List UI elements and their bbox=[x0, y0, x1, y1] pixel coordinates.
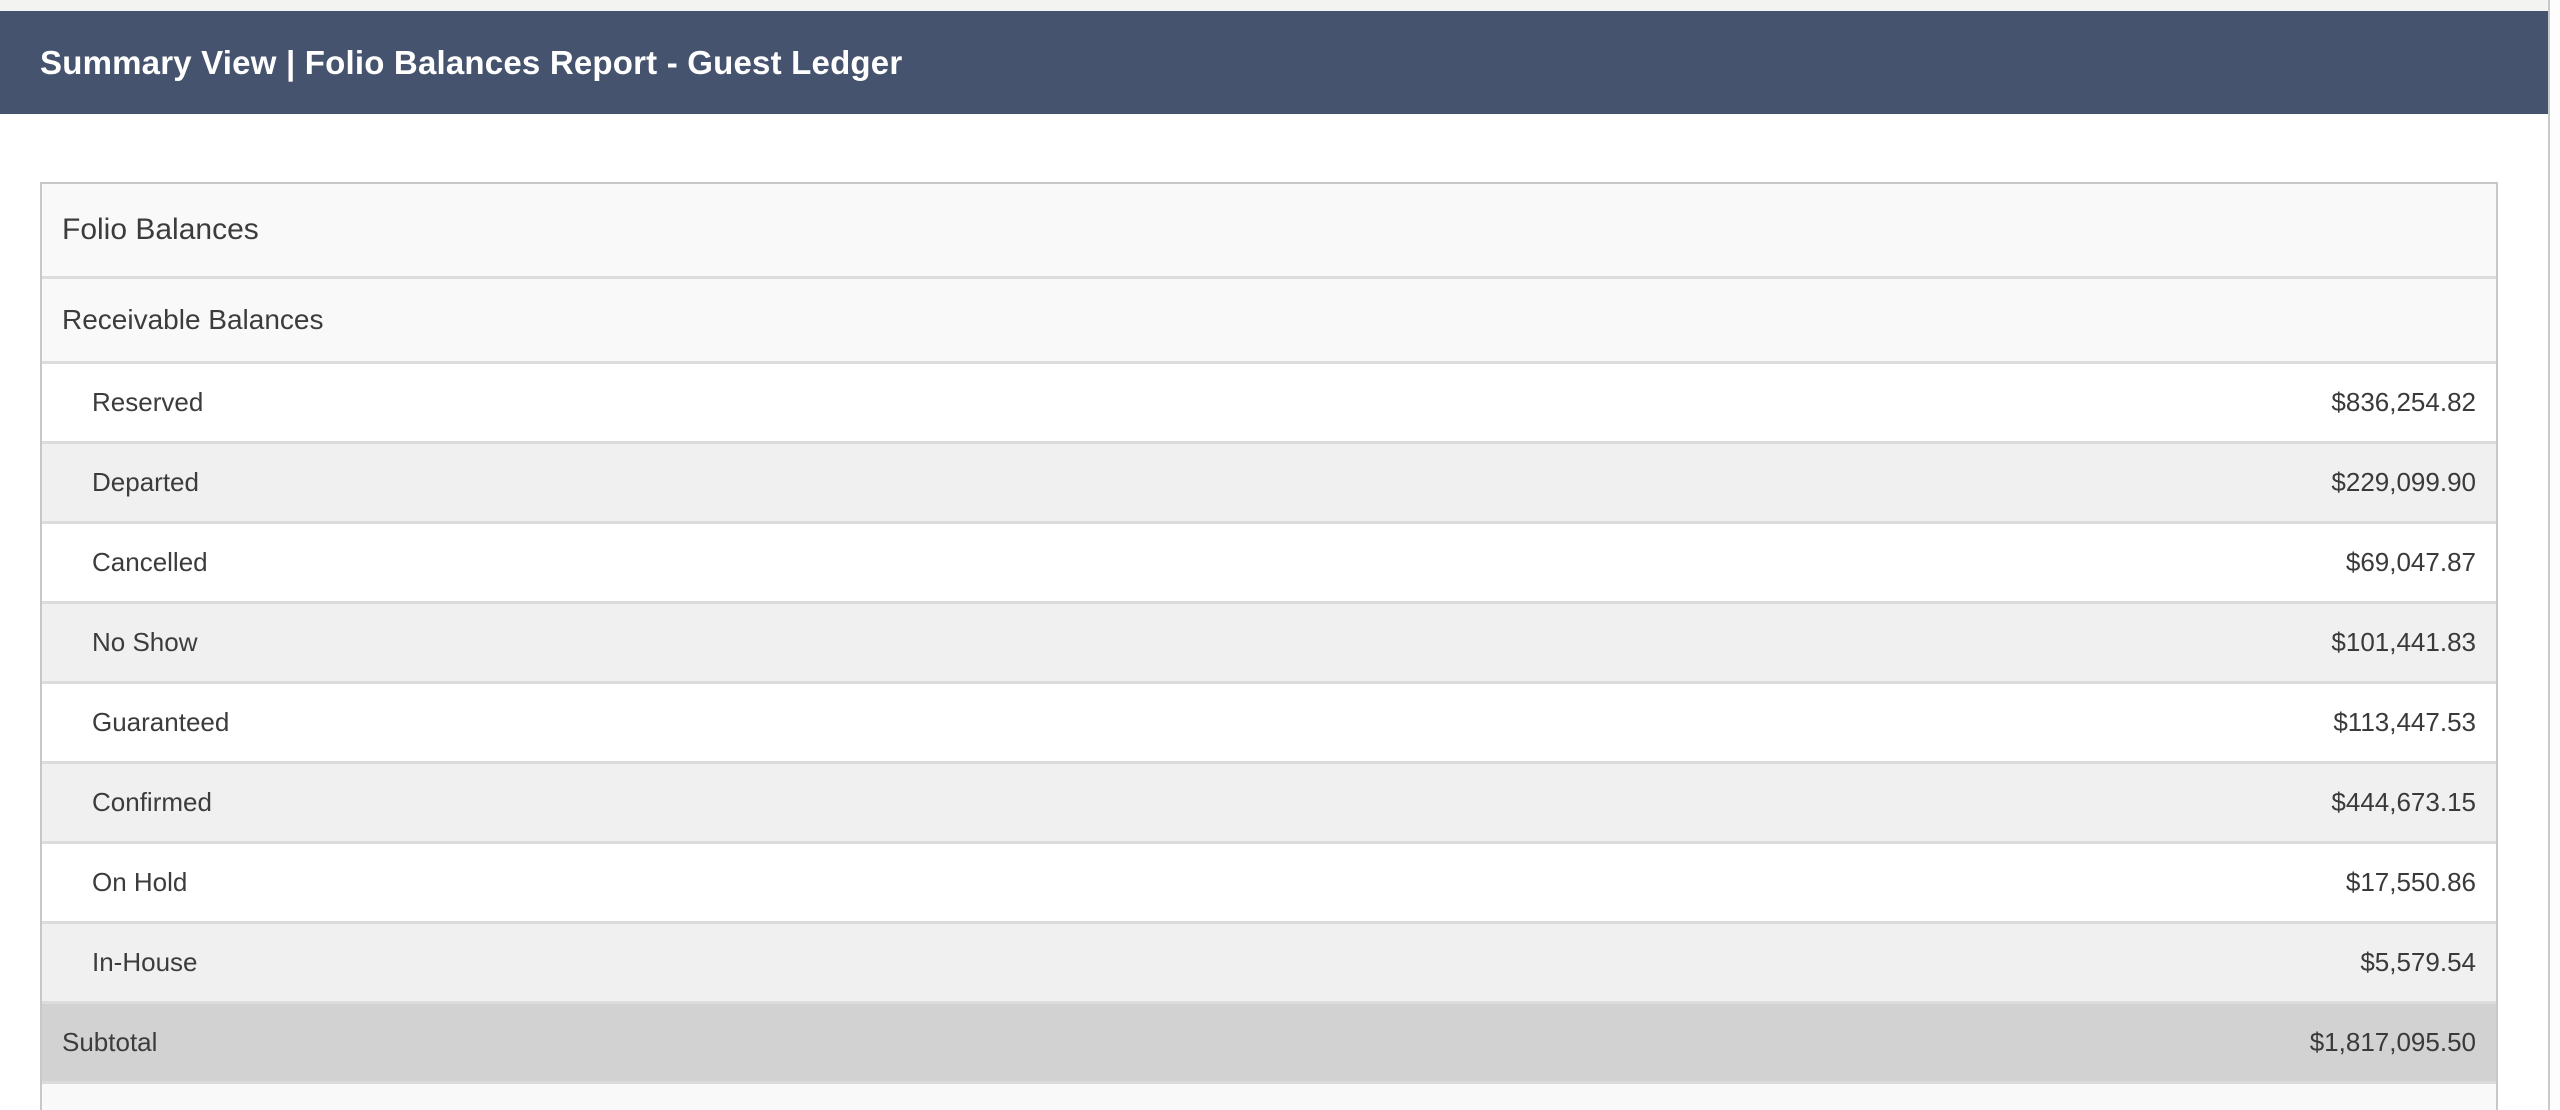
subtotal-row: Subtotal $1,817,095.50 bbox=[42, 1004, 2496, 1084]
row-label: No Show bbox=[92, 627, 198, 657]
group-header-receivable-balances: Receivable Balances bbox=[42, 279, 2496, 364]
folio-balances-panel: Folio Balances Receivable Balances Reser… bbox=[40, 182, 2498, 1110]
table-row-departed: Departed $229,099.90 bbox=[42, 444, 2496, 524]
table-row-cancelled: Cancelled $69,047.87 bbox=[42, 524, 2496, 604]
table-row-in-house: In-House $5,579.54 bbox=[42, 924, 2496, 1004]
report-title-bar: Summary View | Folio Balances Report - G… bbox=[0, 11, 2548, 114]
subtotal-value: $1,817,095.50 bbox=[2309, 1027, 2476, 1057]
table-row-no-show: No Show $101,441.83 bbox=[42, 604, 2496, 684]
scrollbar-track[interactable] bbox=[2548, 0, 2560, 1110]
subtotal-label: Subtotal bbox=[62, 1027, 158, 1057]
row-label: In-House bbox=[92, 947, 198, 977]
row-value: $113,447.53 bbox=[2333, 707, 2476, 737]
row-label: Reserved bbox=[92, 387, 204, 417]
table-row-confirmed: Confirmed $444,673.15 bbox=[42, 764, 2496, 844]
row-value: $101,441.83 bbox=[2331, 627, 2476, 657]
row-value: $229,099.90 bbox=[2331, 467, 2476, 497]
section-header-folio-balances: Folio Balances bbox=[42, 184, 2496, 279]
table-row-guaranteed: Guaranteed $113,447.53 bbox=[42, 684, 2496, 764]
group-title: Receivable Balances bbox=[62, 304, 324, 335]
table-row-reserved: Reserved $836,254.82 bbox=[42, 364, 2496, 444]
row-label: On Hold bbox=[92, 867, 188, 897]
top-strip bbox=[0, 0, 2548, 11]
row-label: Departed bbox=[92, 467, 199, 497]
row-value: $17,550.86 bbox=[2345, 867, 2476, 897]
row-value: $5,579.54 bbox=[2360, 947, 2476, 977]
section-title: Folio Balances bbox=[62, 213, 259, 246]
table-row-on-hold: On Hold $17,550.86 bbox=[42, 844, 2496, 924]
next-section-partial-row bbox=[42, 1084, 2496, 1110]
page-title: Summary View | Folio Balances Report - G… bbox=[40, 43, 903, 81]
row-label: Guaranteed bbox=[92, 707, 230, 737]
row-value: $444,673.15 bbox=[2331, 787, 2476, 817]
row-label: Cancelled bbox=[92, 547, 208, 577]
row-value: $69,047.87 bbox=[2345, 547, 2476, 577]
row-label: Confirmed bbox=[92, 787, 212, 817]
row-value: $836,254.82 bbox=[2331, 387, 2476, 417]
